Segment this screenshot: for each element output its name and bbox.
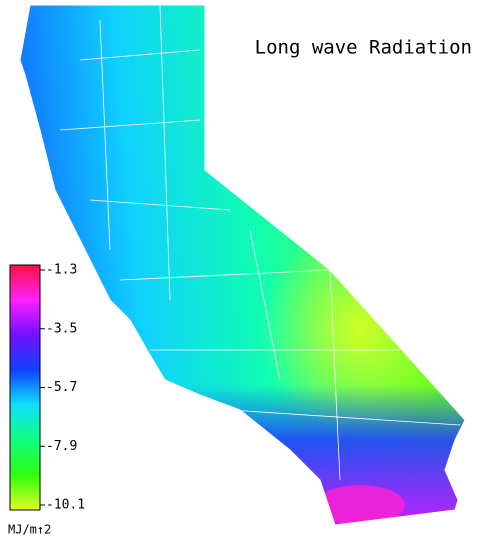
colorbar-unit: MJ/m↑2 [8, 523, 51, 537]
colorbar-ticks: -1.3 -3.5 -5.7 -7.9 -10.1 [40, 263, 85, 513]
colorbar-tick-label: -3.5 [46, 321, 77, 336]
colorbar-tick-label: -5.7 [46, 380, 77, 395]
colorbar-tick-label: -1.3 [46, 263, 77, 278]
map-title: Long wave Radiation [255, 37, 472, 59]
colorbar-tick-label: -10.1 [46, 498, 85, 513]
colorbar [9, 264, 41, 511]
colorbar-tick-label: -7.9 [46, 439, 77, 454]
